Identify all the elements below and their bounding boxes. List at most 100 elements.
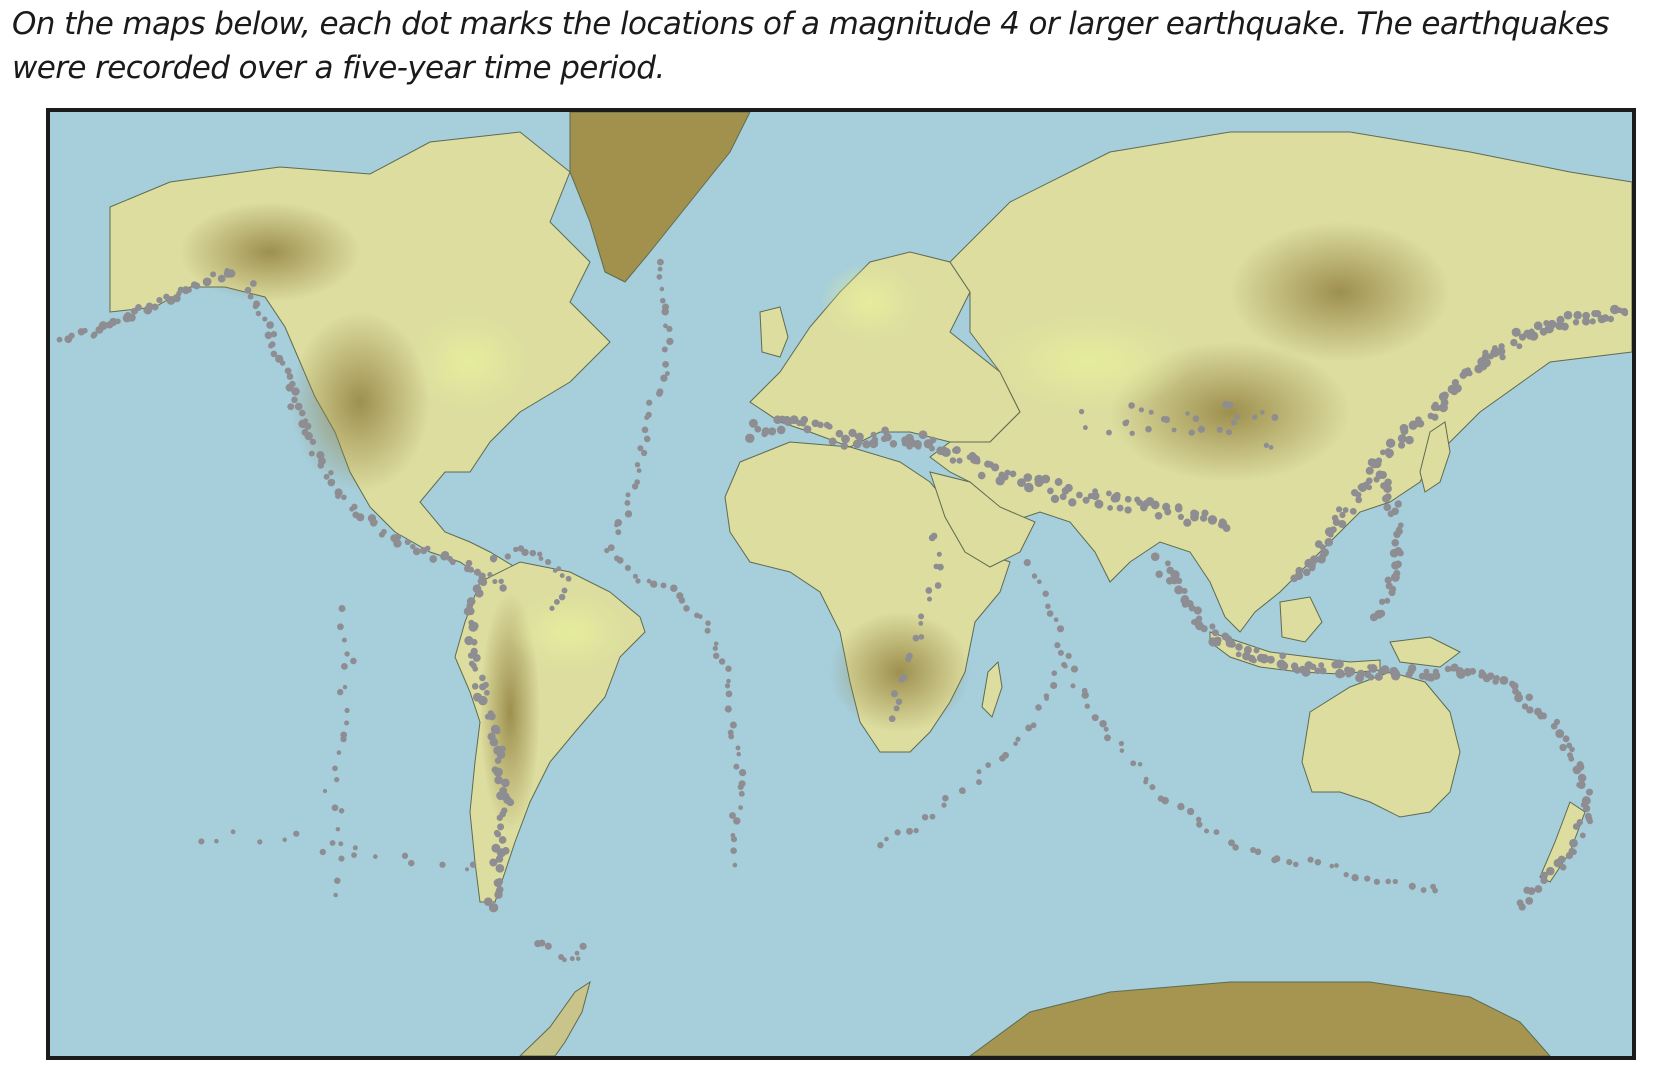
- earthquake-dot: [1378, 598, 1386, 605]
- earthquake-dot: [552, 568, 558, 573]
- earthquake-dot: [1383, 484, 1392, 493]
- earthquake-dot: [1589, 318, 1596, 325]
- earthquake-dot: [1045, 603, 1051, 610]
- earthquake-dot: [1213, 829, 1220, 836]
- earthquake-dot: [1185, 411, 1190, 416]
- earthquake-dot: [1138, 407, 1144, 413]
- earthquake-dot: [1318, 662, 1325, 669]
- earthquake-dot: [1486, 672, 1495, 680]
- earthquake-dot: [915, 443, 922, 450]
- earthquake-dot: [624, 510, 633, 518]
- earthquake-dot: [1343, 871, 1349, 878]
- earthquake-dot: [856, 439, 863, 446]
- earthquake-dot: [1577, 773, 1587, 783]
- earthquake-dot: [299, 409, 306, 417]
- earthquake-dot: [1365, 466, 1374, 475]
- earthquake-dot: [494, 757, 502, 765]
- earthquake-dot: [504, 553, 511, 560]
- earthquake-dot: [1150, 552, 1160, 562]
- earthquake-dot: [329, 840, 336, 846]
- earthquake-dot: [976, 769, 982, 775]
- earthquake-dot: [1415, 416, 1422, 424]
- earthquake-dot: [1372, 459, 1382, 469]
- earthquake-dot: [1130, 760, 1137, 767]
- earthquake-dot: [323, 473, 330, 480]
- earthquake-dot: [489, 737, 499, 747]
- earthquake-dot: [776, 425, 786, 435]
- earthquake-dot: [1338, 519, 1347, 529]
- earthquake-dot: [252, 300, 261, 308]
- earthquake-dot: [905, 656, 912, 663]
- earthquake-dot: [725, 690, 733, 698]
- earthquake-dot: [1091, 714, 1099, 722]
- earthquake-dot: [356, 513, 365, 522]
- earthquake-dot: [1499, 676, 1509, 685]
- earthquake-dot: [661, 307, 669, 316]
- earthquake-dot: [1106, 490, 1112, 497]
- earthquake-dot: [1385, 438, 1396, 448]
- earthquake-dot: [889, 440, 898, 448]
- earthquake-dot: [487, 572, 493, 578]
- earthquake-dot: [255, 310, 262, 317]
- earthquake-dot: [1384, 448, 1392, 455]
- earthquake-dot: [574, 950, 580, 956]
- earthquake-dot: [336, 750, 342, 755]
- earthquake-dot: [999, 754, 1006, 762]
- earthquake-dot: [1031, 573, 1038, 579]
- earthquake-dot: [643, 435, 651, 443]
- earthquake-dot: [1329, 863, 1335, 869]
- earthquake-dot: [344, 651, 350, 657]
- earthquake-dot: [1307, 856, 1314, 863]
- earthquake-dot: [894, 829, 901, 836]
- earthquake-dot: [495, 888, 502, 895]
- earthquake-dot: [1037, 478, 1045, 485]
- earthquake-dot: [479, 698, 486, 706]
- earthquake-dot: [1137, 762, 1143, 767]
- earthquake-dot: [730, 847, 737, 854]
- earthquake-dot: [637, 445, 644, 452]
- earthquake-dot: [1389, 548, 1399, 558]
- earthquake-dot: [424, 545, 431, 552]
- earthquake-dot: [334, 877, 341, 884]
- earthquake-dot: [488, 902, 499, 913]
- earthquake-dot: [854, 433, 861, 440]
- earthquake-dot: [464, 867, 470, 872]
- earthquake-dot: [529, 549, 537, 557]
- earthquake-dot: [1044, 696, 1049, 701]
- earthquake-dot: [1186, 807, 1195, 816]
- earthquake-dot: [544, 942, 552, 950]
- earthquake-dot: [1498, 343, 1505, 350]
- earthquake-dot: [1345, 671, 1352, 678]
- earthquake-dot: [1441, 391, 1449, 400]
- earthquake-dot: [1431, 413, 1439, 421]
- earthquake-dot: [913, 827, 919, 834]
- earthquake-dot: [1013, 741, 1018, 747]
- earthquake-dot: [1036, 579, 1042, 585]
- earthquake-dot: [1099, 719, 1107, 728]
- earthquake-dot: [1334, 659, 1344, 669]
- earthquake-dot: [494, 728, 501, 735]
- earthquake-dot: [441, 550, 450, 560]
- earthquake-dot: [661, 346, 668, 353]
- earthquake-dot: [1177, 513, 1185, 521]
- earthquake-dot: [1192, 415, 1200, 422]
- earthquake-dot: [754, 425, 762, 433]
- earthquake-dot: [1528, 331, 1539, 341]
- earthquake-dot: [1516, 899, 1524, 907]
- earthquake-dot: [1226, 429, 1232, 436]
- earthquake-dot: [848, 428, 857, 438]
- earthquake-dot: [472, 653, 481, 662]
- earthquake-dot: [1154, 512, 1163, 520]
- earthquake-dot: [1383, 503, 1392, 512]
- earthquake-dot: [881, 426, 889, 435]
- earthquake-dot: [738, 805, 743, 810]
- earthquake-dot: [1104, 734, 1111, 742]
- earthquake-dot: [1364, 875, 1371, 882]
- earthquake-dot: [473, 568, 481, 576]
- earthquake-dot: [98, 321, 108, 331]
- earthquake-dot: [870, 431, 877, 438]
- earthquake-dot: [264, 331, 273, 340]
- earthquake-dot: [1183, 518, 1192, 527]
- earthquake-dot: [266, 321, 274, 329]
- earthquake-dot: [1388, 589, 1396, 597]
